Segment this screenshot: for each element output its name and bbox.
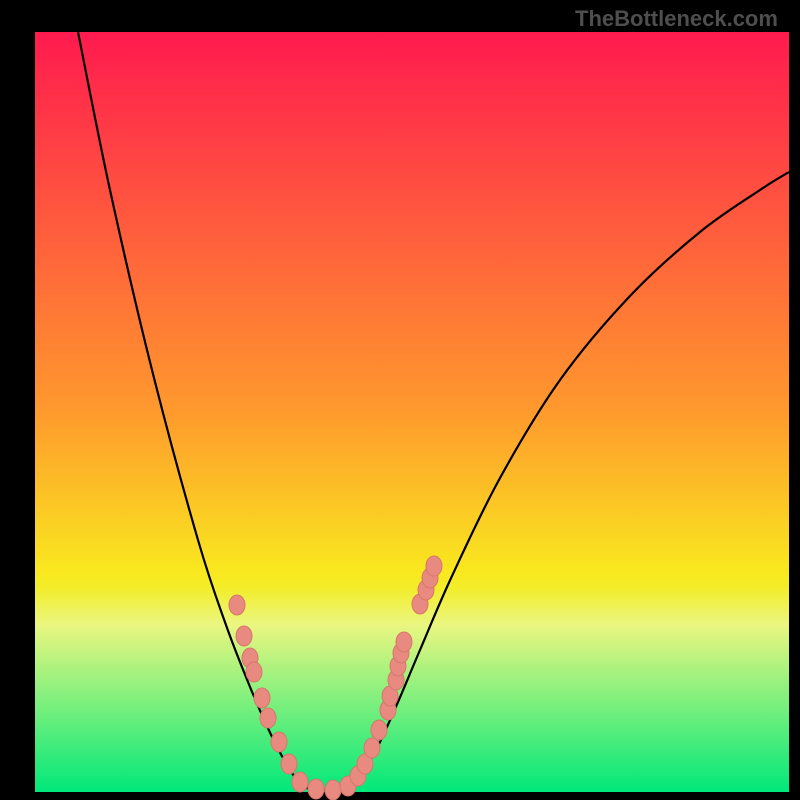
chart-root: TheBottleneck.com bbox=[0, 0, 800, 800]
watermark-label: TheBottleneck.com bbox=[575, 6, 778, 32]
plot-gradient-background bbox=[35, 32, 789, 792]
